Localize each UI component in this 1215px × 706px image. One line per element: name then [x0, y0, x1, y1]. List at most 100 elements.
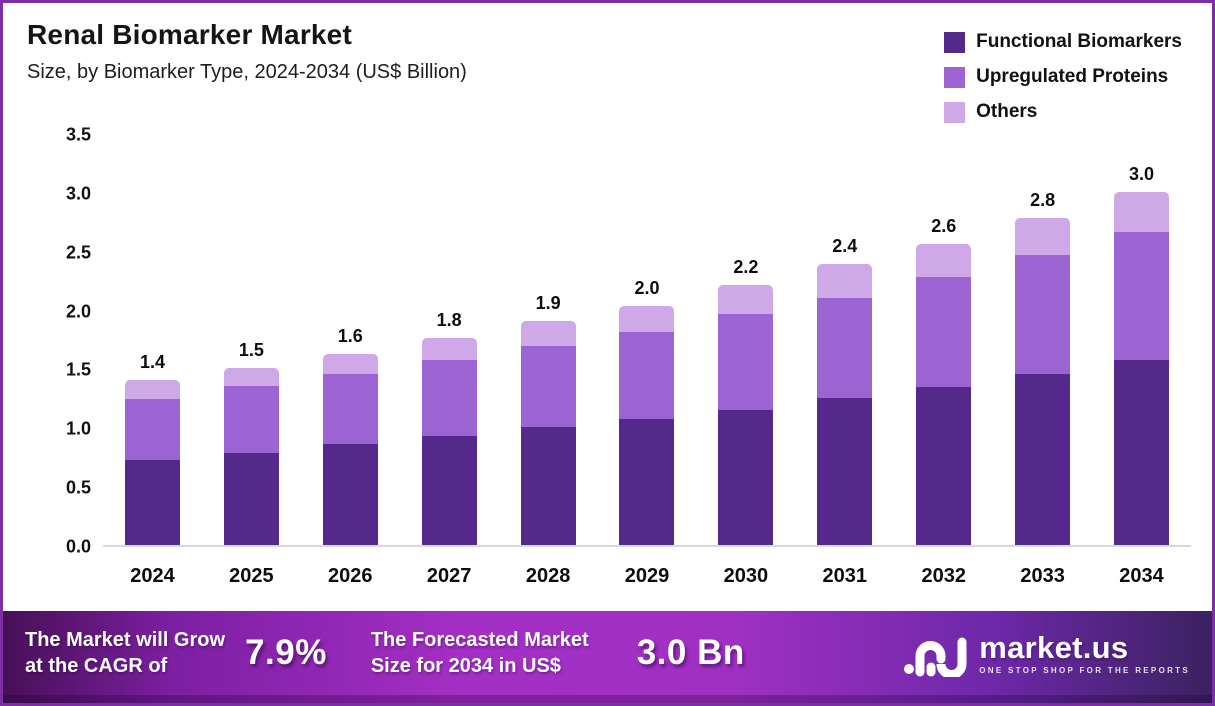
bar-total-label: 1.8 [436, 309, 462, 330]
bar-segment-functional-biomarkers [1015, 374, 1071, 545]
y-axis-labels: 3.5 3.0 2.5 2.0 1.5 1.0 0.5 0.0 [29, 125, 91, 557]
legend-label: Functional Biomarkers [976, 31, 1182, 52]
bar-segment-upregulated-proteins [223, 386, 279, 454]
bar-group-2033: 2.8 [993, 135, 1092, 545]
chart-subtitle: Size, by Biomarker Type, 2024-2034 (US$ … [27, 61, 467, 83]
y-axis-tick-label: 0.5 [65, 477, 91, 498]
bar-total-label: 2.4 [832, 235, 858, 256]
bar-segment-functional-biomarkers [1114, 360, 1170, 545]
bar-segment-upregulated-proteins [619, 331, 675, 420]
y-axis-tick-label: 1.0 [65, 418, 91, 439]
cagr-caption-line1: The Market will Grow [25, 629, 226, 651]
forecast-value: 3.0 Bn [636, 633, 745, 672]
cagr-caption-line2: at the CAGR of [25, 655, 168, 677]
bar-group-2032: 2.6 [894, 135, 993, 545]
cagr-caption: The Market will Grow at the CAGR of [25, 627, 225, 679]
bar-segment-others [223, 368, 279, 387]
bar-group-2034: 3.0 [1092, 135, 1191, 545]
bar-segment-functional-biomarkers [322, 443, 378, 545]
bar-total-label: 2.2 [733, 256, 759, 277]
bar-segment-functional-biomarkers [718, 409, 774, 545]
x-axis-tick-label: 2034 [1119, 565, 1164, 587]
x-axis-tick-label: 2031 [822, 565, 868, 587]
bars-container: 1.4 1.5 1.6 1.8 1.9 2.0 2.2 2.4 2.6 2.8 3.0 [103, 135, 1191, 545]
x-axis-tick-label: 2024 [130, 565, 175, 587]
bar-segment-upregulated-proteins [124, 399, 180, 461]
bar-group-2024: 1.4 [103, 135, 202, 545]
bar-segment-upregulated-proteins [421, 360, 477, 436]
bar-segment-others [322, 354, 378, 375]
y-axis-tick-label: 3.0 [65, 183, 91, 204]
bar-segment-upregulated-proteins [1114, 231, 1170, 361]
legend-label: Upregulated Proteins [976, 66, 1169, 87]
cagr-value: 7.9% [245, 633, 327, 672]
bar-group-2029: 2.0 [598, 135, 697, 545]
legend-swatch-icon [944, 101, 966, 123]
bar-segment-functional-biomarkers [619, 419, 675, 545]
bar-total-label: 3.0 [1129, 163, 1155, 184]
bar-group-2031: 2.4 [795, 135, 894, 545]
y-axis-tick-label: 2.0 [65, 301, 91, 322]
x-axis-tick-label: 2028 [525, 565, 571, 587]
bar-total-label: 1.9 [535, 293, 561, 314]
bar-segment-functional-biomarkers [421, 435, 477, 545]
y-axis-tick-label: 2.5 [65, 242, 91, 263]
bar-total-label: 2.0 [634, 278, 660, 299]
chart-title: Renal Biomarker Market [27, 19, 352, 50]
bar-group-2030: 2.2 [696, 135, 795, 545]
x-axis-tick-label: 2027 [426, 565, 472, 587]
chart-legend: Functional Biomarkers Upregulated Protei… [944, 31, 1182, 123]
bar-segment-functional-biomarkers [520, 427, 576, 545]
legend-label: Others [976, 101, 1038, 122]
bar-group-2027: 1.8 [400, 135, 499, 545]
brand-name: market.us [979, 629, 1129, 665]
forecast-caption-line2: Size for 2034 in US$ [370, 655, 561, 677]
y-axis-tick-label: 1.5 [65, 359, 91, 380]
bar-total-label: 2.8 [1030, 189, 1056, 210]
footer-banner: The Market will Grow at the CAGR of 7.9%… [3, 611, 1212, 703]
bar-segment-others [817, 263, 873, 298]
bar-segment-others [1114, 191, 1170, 232]
bar-segment-others [718, 284, 774, 315]
bar-segment-upregulated-proteins [916, 276, 972, 388]
legend-swatch-icon [944, 31, 966, 53]
bar-segment-others [916, 243, 972, 277]
bar-group-2028: 1.9 [499, 135, 598, 545]
plot-area: 1.4 1.5 1.6 1.8 1.9 2.0 2.2 2.4 2.6 2.8 3.0 [103, 135, 1191, 547]
legend-swatch-icon [944, 66, 966, 88]
market-us-logo-mark [904, 637, 967, 677]
bar-segment-upregulated-proteins [817, 297, 873, 398]
brand-tagline: ONE STOP SHOP FOR THE REPORTS [979, 665, 1190, 675]
legend-item-upregulated-proteins: Upregulated Proteins [944, 66, 1182, 88]
bar-segment-functional-biomarkers [223, 453, 279, 545]
bar-segment-upregulated-proteins [1015, 255, 1071, 375]
bar-total-label: 1.5 [238, 340, 264, 361]
bar-segment-others [619, 306, 675, 332]
bar-segment-others [124, 380, 180, 400]
forecast-caption-line1: The Forecasted Market [370, 629, 589, 651]
bar-group-2025: 1.5 [202, 135, 301, 545]
bar-segment-upregulated-proteins [322, 374, 378, 444]
x-axis-tick-label: 2029 [624, 565, 670, 587]
forecast-caption: The Forecasted Market Size for 2034 in U… [371, 627, 589, 679]
bar-group-2026: 1.6 [301, 135, 400, 545]
x-axis-tick-label: 2030 [723, 565, 769, 587]
x-axis-tick-label: 2025 [229, 565, 274, 587]
bar-segment-upregulated-proteins [718, 314, 774, 410]
bar-segment-others [520, 321, 576, 347]
market-us-logo: market.us ONE STOP SHOP FOR THE REPORTS [903, 629, 1190, 677]
bar-total-label: 1.4 [139, 352, 165, 373]
legend-item-functional-biomarkers: Functional Biomarkers [944, 31, 1182, 53]
bar-total-label: 1.6 [337, 326, 363, 347]
chart-header: Renal Biomarker Market Size, by Biomarke… [27, 19, 467, 84]
bar-segment-functional-biomarkers [124, 460, 180, 545]
legend-item-others: Others [944, 101, 1182, 123]
y-axis-tick-label: 0.0 [65, 536, 91, 557]
x-axis-tick-label: 2026 [328, 565, 373, 587]
bar-segment-functional-biomarkers [916, 387, 972, 545]
x-axis-tick-label: 2033 [1020, 565, 1065, 587]
y-axis-tick-label: 3.5 [65, 124, 91, 145]
brand-text: market.us ONE STOP SHOP FOR THE REPORTS [979, 632, 1190, 675]
bar-segment-others [421, 337, 477, 361]
